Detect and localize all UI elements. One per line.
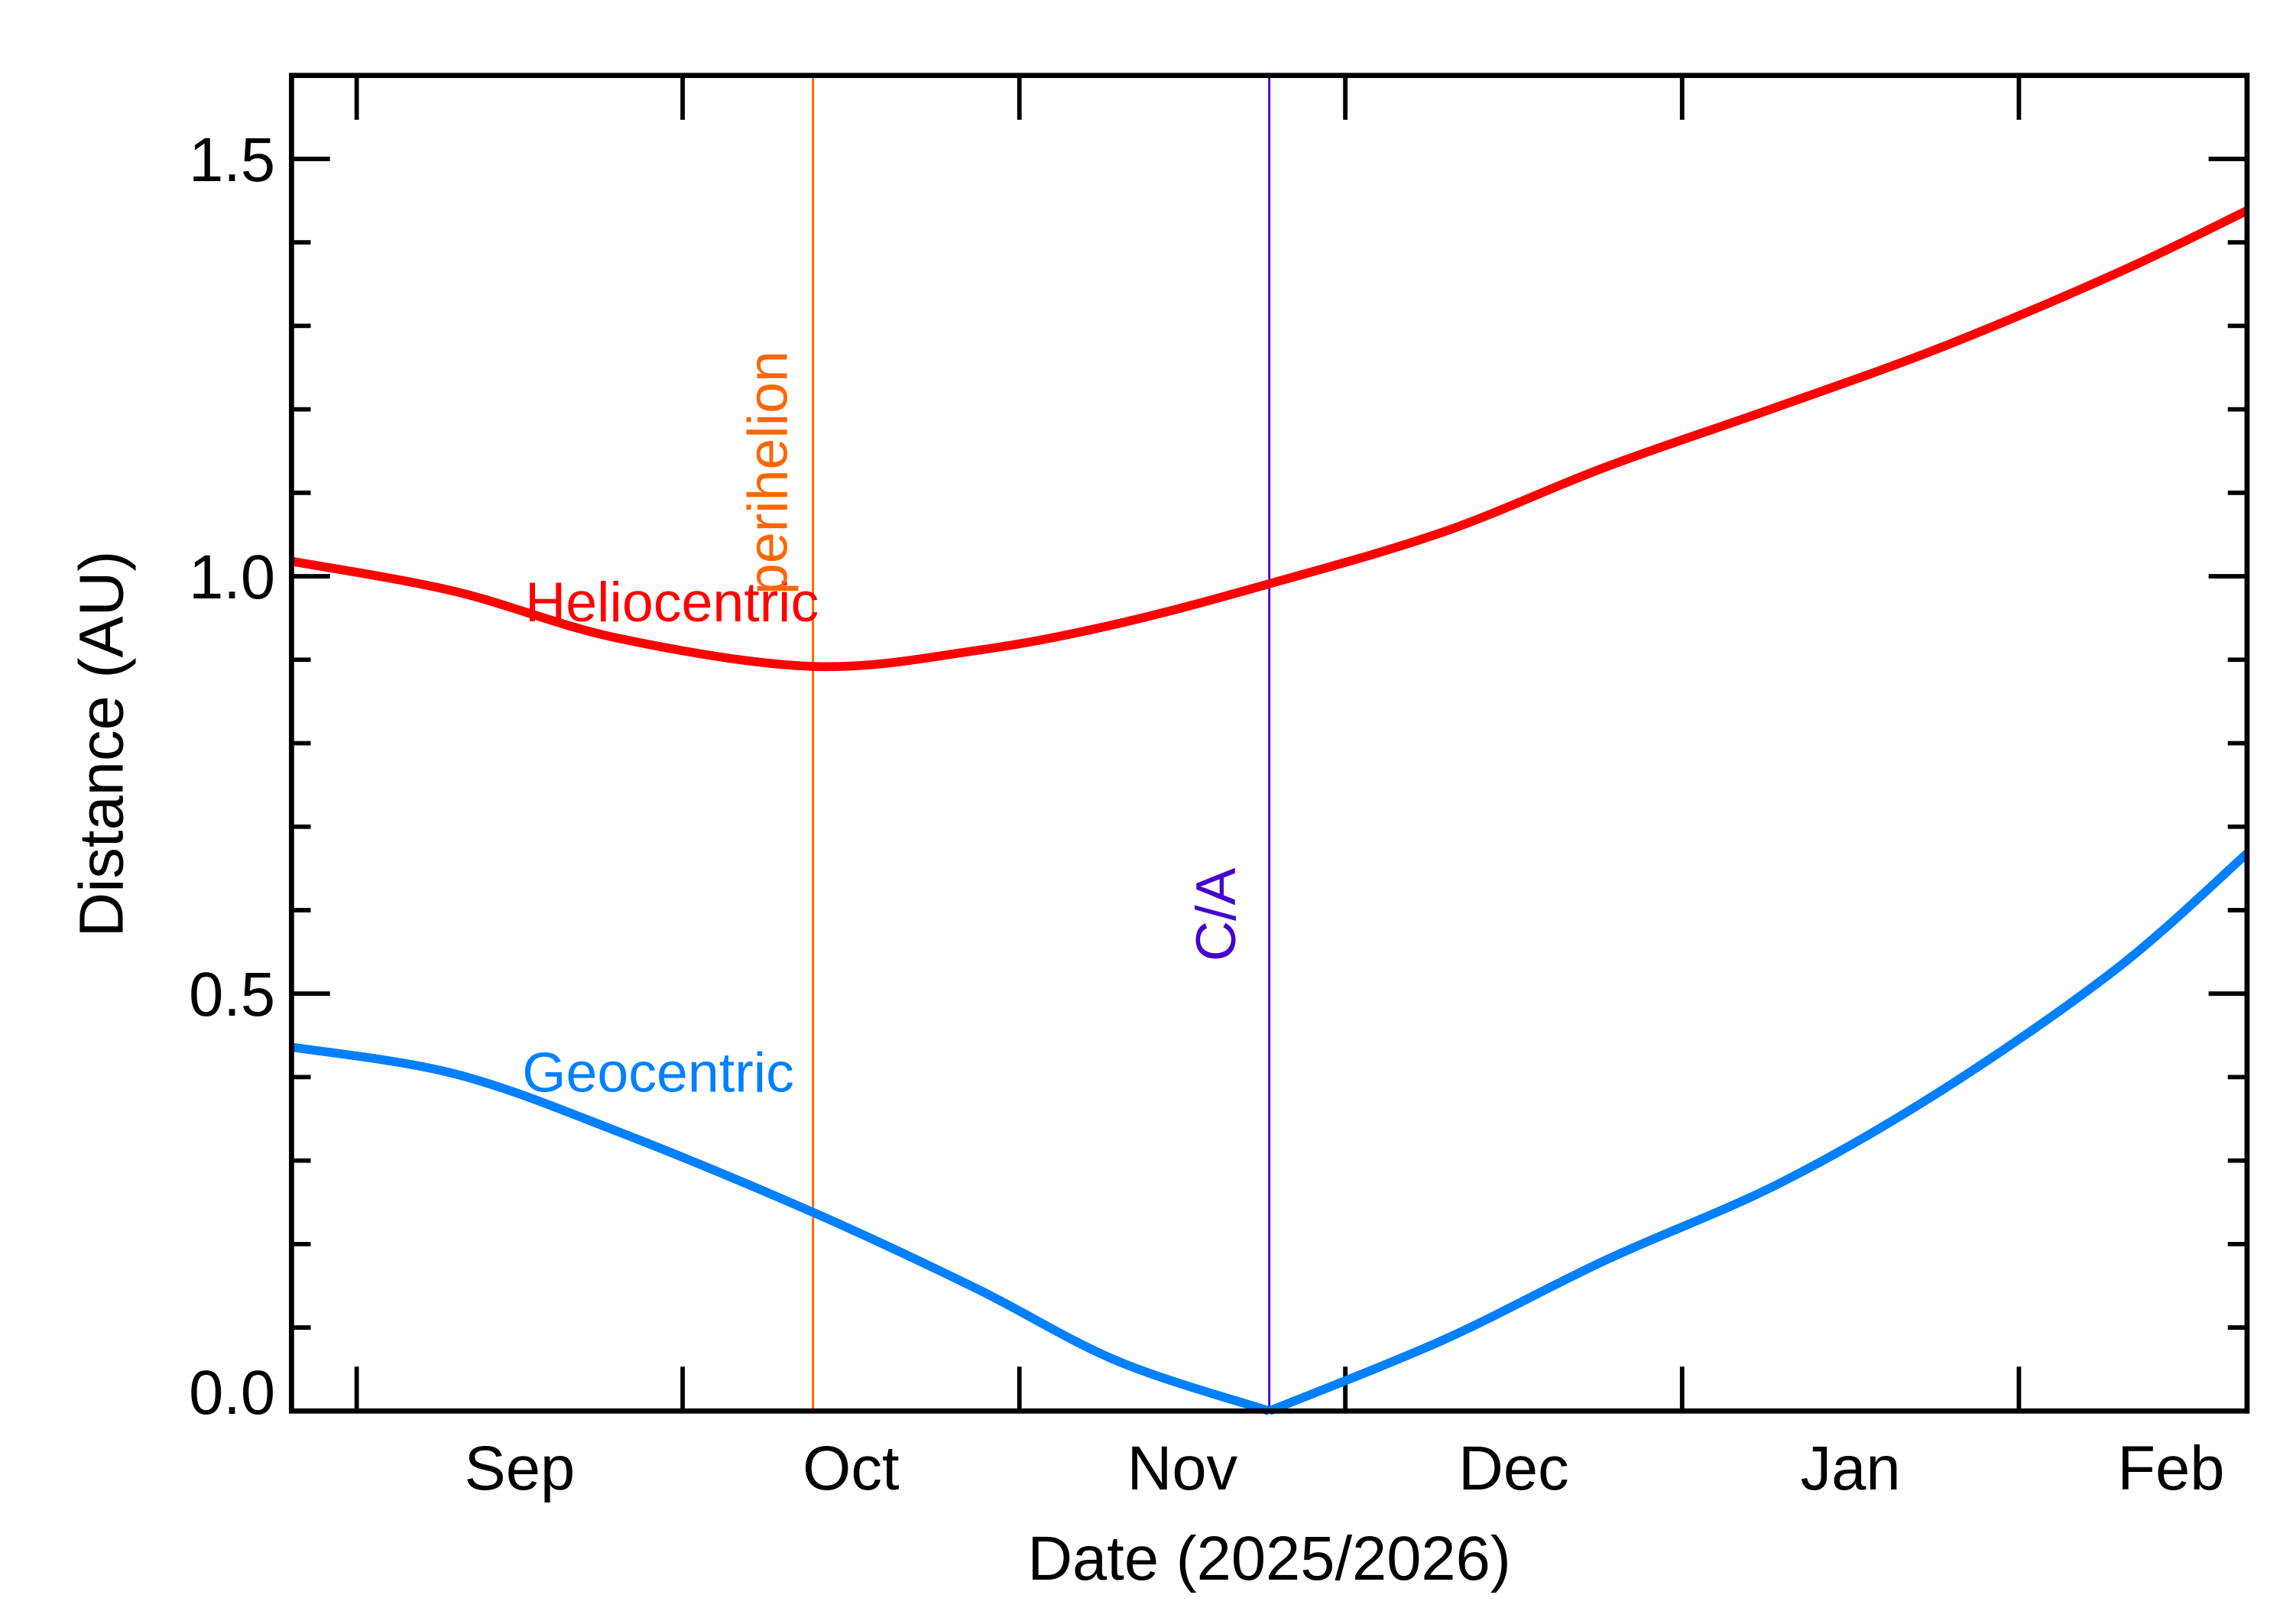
x-tick-label: Feb	[2117, 1434, 2224, 1503]
annotation-ca-label: C/A	[1184, 867, 1247, 961]
y-axis-label: Distance (AU)	[67, 551, 137, 938]
event-lines	[812, 75, 1271, 1412]
x-tick-labels: Sep Oct Nov Dec Jan Feb	[465, 1434, 2225, 1503]
x-tick-label: Sep	[465, 1434, 576, 1503]
x-tick-label: Jan	[1801, 1434, 1901, 1503]
y-tick-labels: 0.0 0.5 1.0 1.5	[189, 125, 275, 1428]
x-tick-label: Dec	[1458, 1434, 1569, 1503]
plot-frame	[288, 73, 2250, 1414]
series-line-heliocentric	[290, 206, 2249, 672]
x-tick-label: Nov	[1127, 1434, 1238, 1503]
series-line-geocentric	[290, 850, 2250, 1415]
y-tick-label: 1.0	[189, 543, 275, 612]
series-label-heliocentric: Heliocentric	[525, 570, 819, 634]
x-axis-label: Date (2025/2026)	[1027, 1524, 1511, 1593]
series-lines	[290, 206, 2250, 1415]
y-tick-label: 1.5	[189, 125, 275, 195]
annotation-perihelion-label: perihelion	[736, 351, 799, 595]
y-tick-label: 0.5	[189, 960, 275, 1029]
series-label-geocentric: Geocentric	[522, 1040, 794, 1104]
x-tick-label: Oct	[803, 1434, 899, 1503]
y-tick-label: 0.0	[189, 1358, 275, 1428]
